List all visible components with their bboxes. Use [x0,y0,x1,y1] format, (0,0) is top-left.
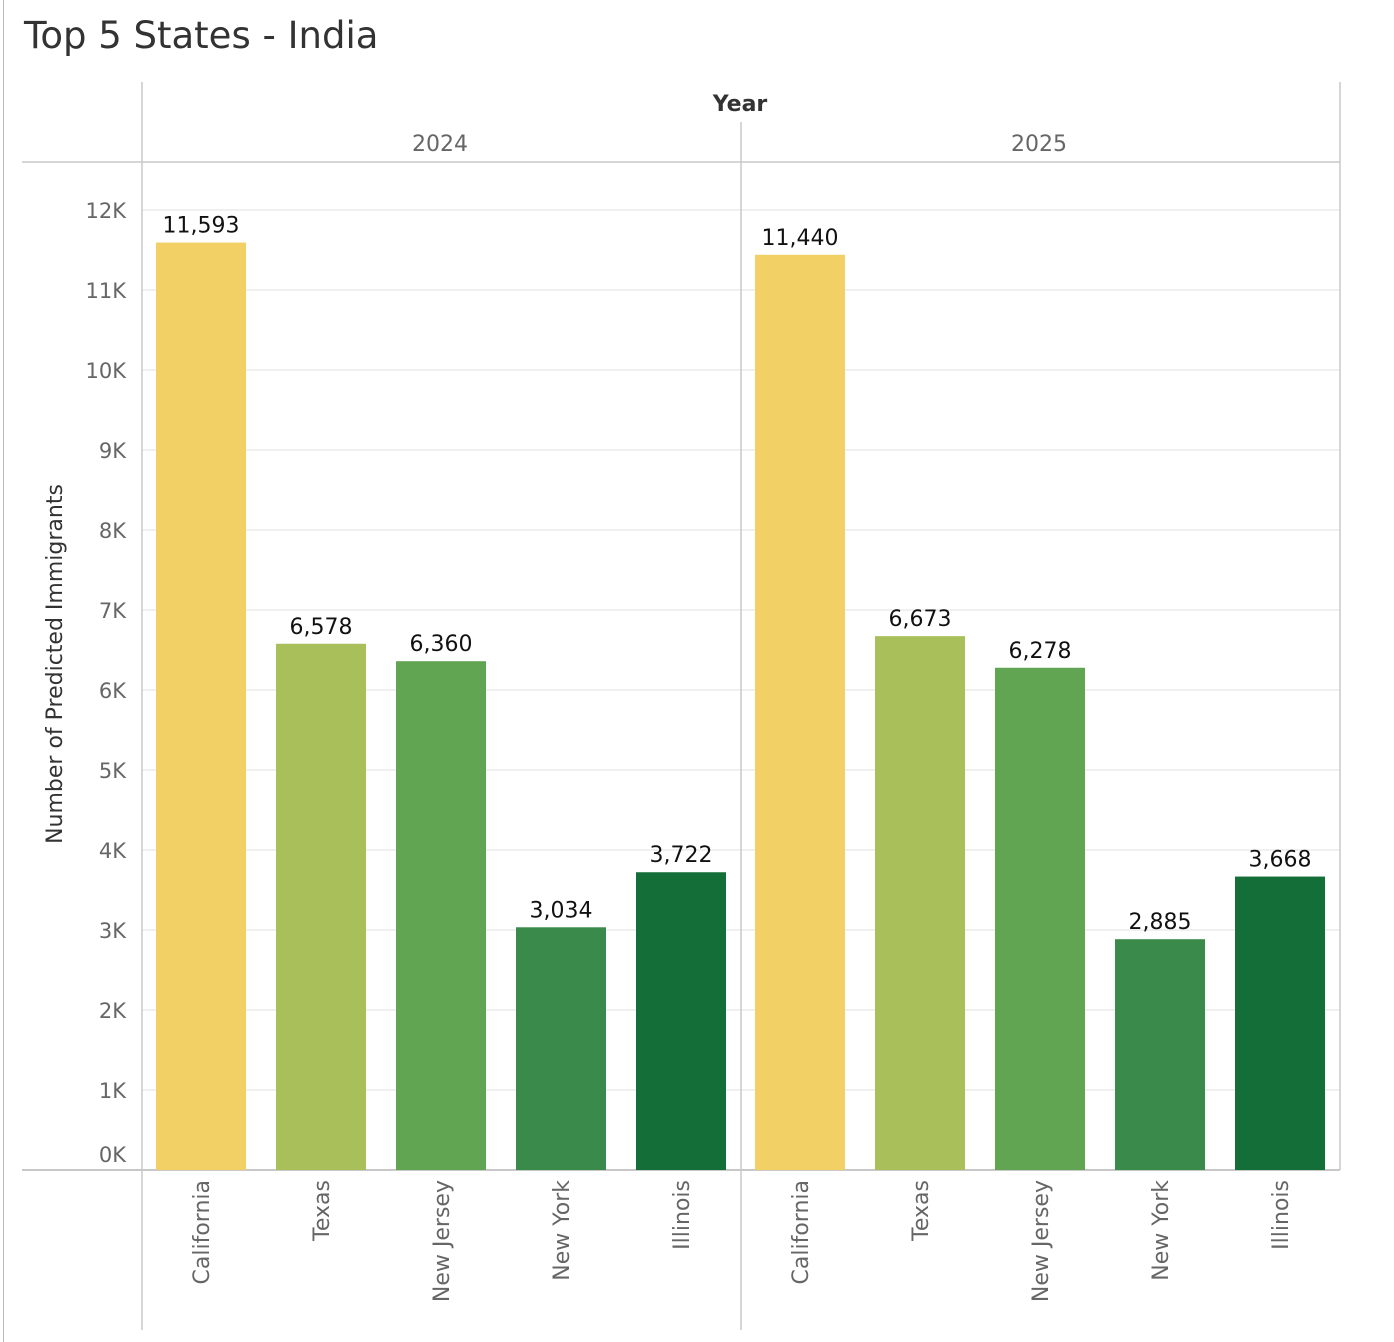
bar-data-label: 3,034 [530,898,593,923]
panel-header-2025: 2025 [1011,132,1067,157]
y-tick-label: 0K [99,1143,127,1167]
chart-title: Top 5 States - India [24,14,379,57]
category-label: New Jersey [430,1180,455,1302]
bar-2024-california[interactable] [156,242,246,1170]
bar-data-label: 6,578 [290,615,353,640]
bar-data-label: 2,885 [1129,910,1192,935]
category-label: Illinois [670,1180,695,1250]
y-tick-label: 4K [99,839,127,863]
y-tick-label: 8K [99,519,127,543]
bars: 11,593 6,578 6,360 3,034 3,722 11,440 6,673 6,2… [156,214,1325,1171]
category-labels: California Texas New Jersey New York Illinoi… [190,1180,1294,1302]
category-label: Illinois [1269,1180,1294,1250]
bar-data-label: 3,668 [1249,848,1312,873]
bar-2024-texas[interactable] [276,643,366,1170]
y-axis-ticks: 0K 1K 2K 3K 4K 5K 6K 7K 8K 9K 10K 11K 12K [86,199,128,1167]
bar-2025-new-jersey[interactable] [995,667,1085,1170]
bar-data-label: 11,440 [762,226,839,251]
bar-2025-california[interactable] [755,254,845,1171]
bar-data-label: 11,593 [163,214,240,239]
left-border [3,0,4,1342]
y-tick-label: 7K [99,599,127,623]
y-tick-label: 1K [99,1079,127,1103]
y-axis-title: Number of Predicted Immigrants [43,484,68,844]
bar-2025-illinois[interactable] [1235,876,1325,1170]
column-header-year: Year [712,92,768,117]
category-label: California [789,1180,814,1284]
category-label: Texas [310,1180,335,1242]
y-tick-label: 6K [99,679,127,703]
y-tick-label: 12K [86,199,128,223]
y-tick-label: 10K [86,359,128,383]
bar-2025-texas[interactable] [875,636,965,1170]
panel-header-2024: 2024 [412,132,468,157]
bar-2025-new-york[interactable] [1115,939,1205,1170]
bar-2024-new-york[interactable] [516,927,606,1170]
category-label: New Jersey [1029,1180,1054,1302]
bar-2024-illinois[interactable] [636,872,726,1170]
y-tick-label: 2K [99,999,127,1023]
y-tick-label: 3K [99,919,127,943]
category-label: New York [1149,1180,1174,1281]
y-tick-label: 11K [86,279,128,303]
y-tick-label: 5K [99,759,127,783]
panel-headers: 2024 2025 [412,132,1067,157]
bar-data-label: 6,360 [410,632,473,657]
y-tick-label: 9K [99,439,127,463]
category-label: Texas [909,1180,934,1242]
category-label: New York [550,1180,575,1281]
bar-2024-new-jersey[interactable] [396,661,486,1170]
bar-data-label: 6,673 [889,607,952,632]
category-label: California [190,1180,215,1284]
bar-data-label: 6,278 [1009,639,1072,664]
bar-data-label: 3,722 [650,843,713,868]
